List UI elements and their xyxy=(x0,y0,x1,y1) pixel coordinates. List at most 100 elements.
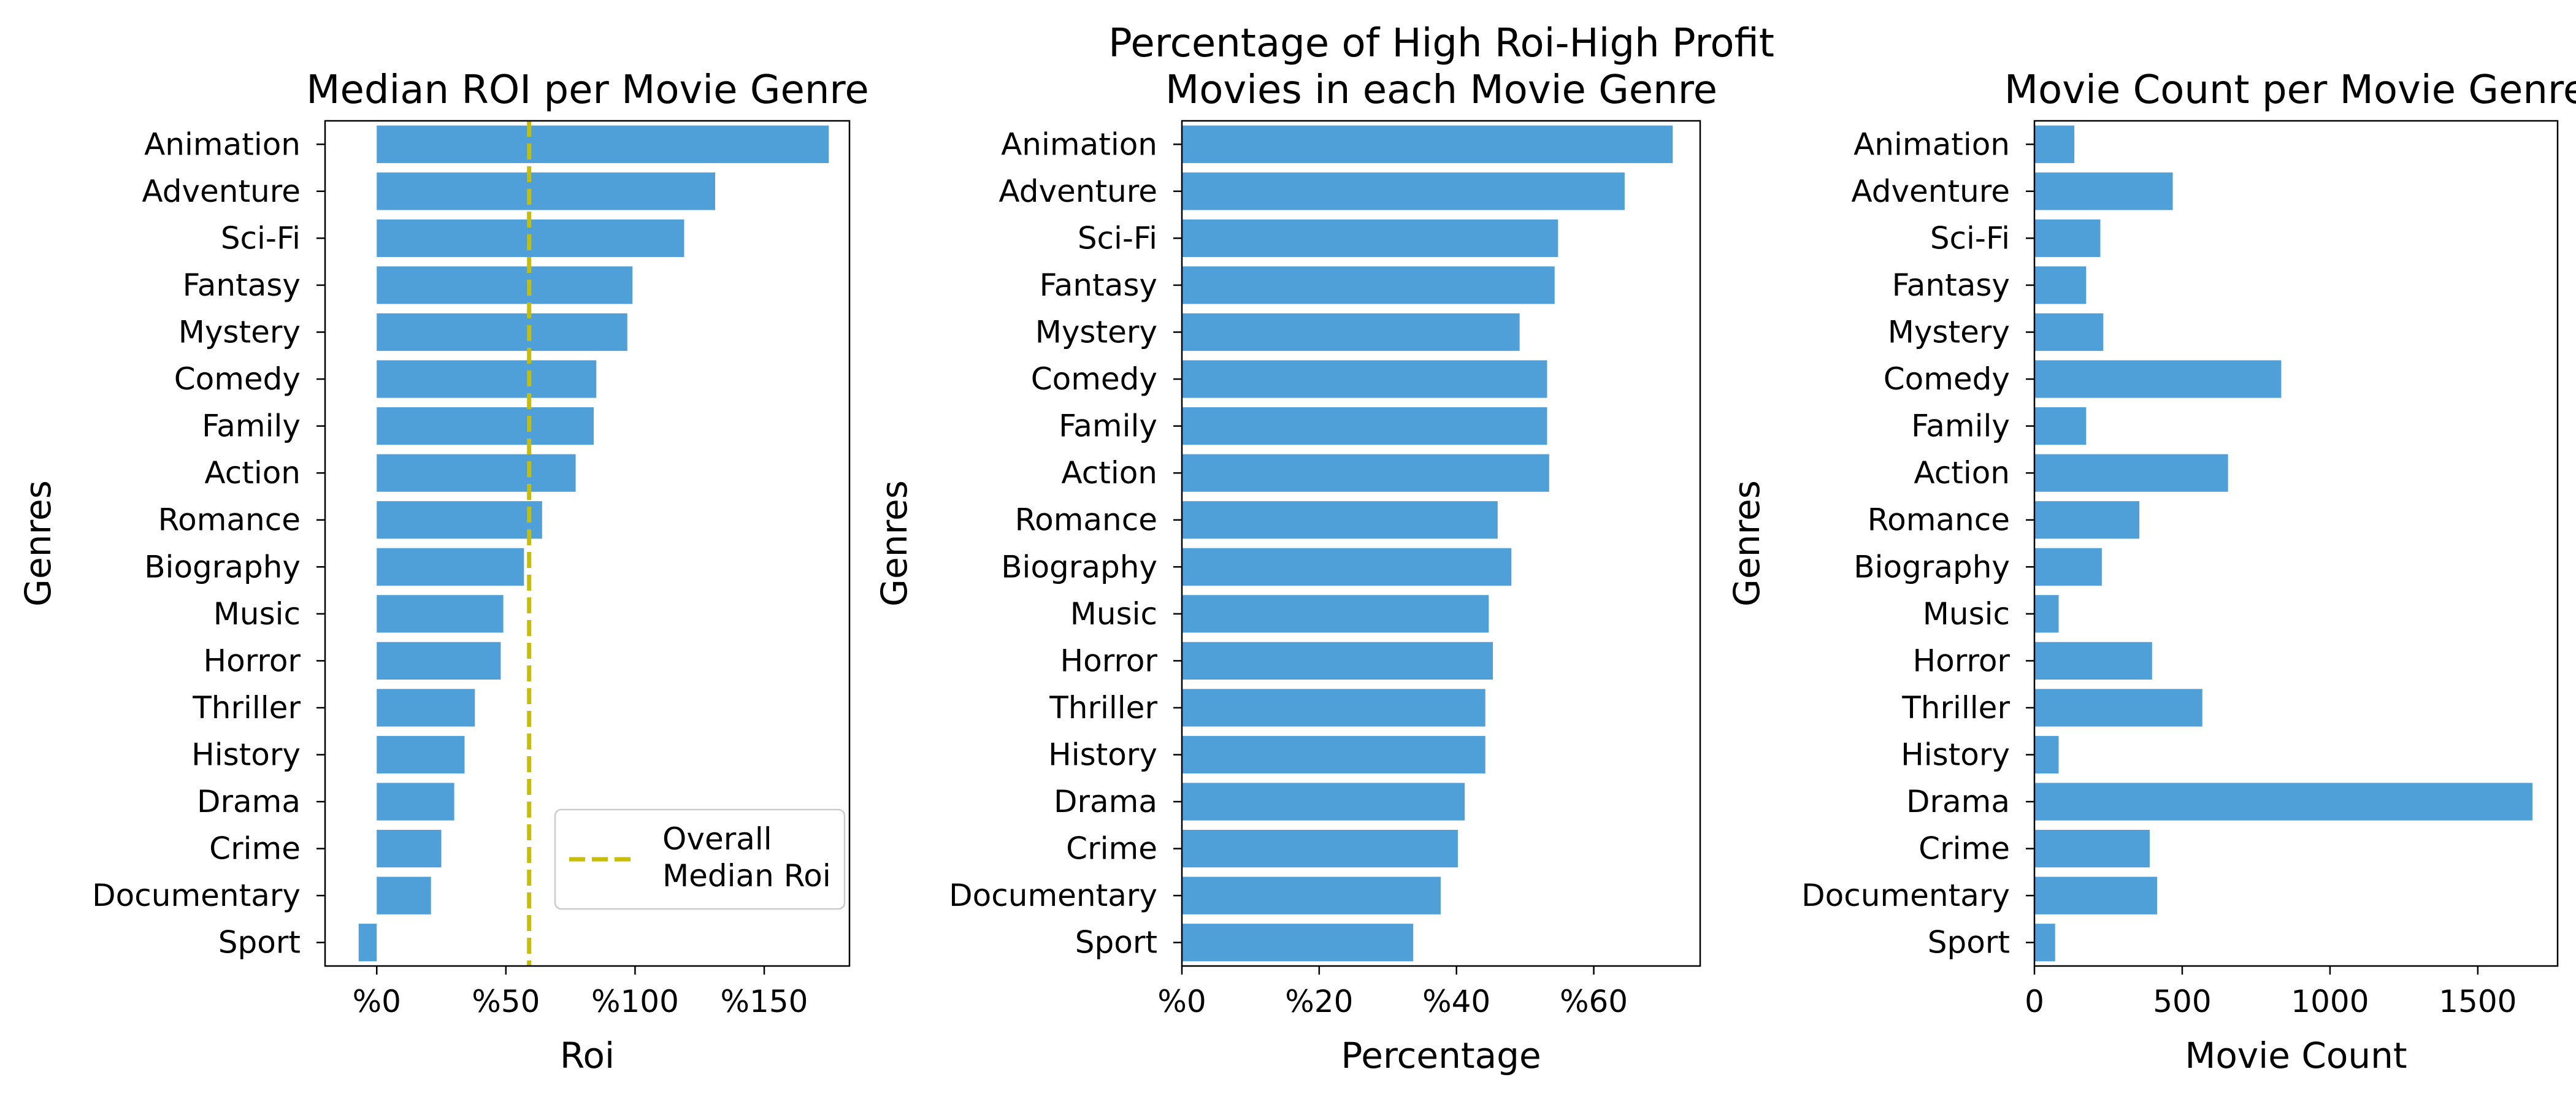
y-tick-label: Thriller xyxy=(1901,690,2010,726)
legend-label: Overall Median Roi xyxy=(662,821,831,894)
panel-3: Animation Adventure Sci-Fi Fantasy Mystery Co… xyxy=(1726,67,2576,1076)
bar-sport xyxy=(358,924,377,962)
x-tick-label: %150 xyxy=(721,984,808,1019)
bar-crime xyxy=(377,829,442,868)
y-tick-label: Fantasy xyxy=(183,267,301,303)
bar-history xyxy=(2034,735,2059,774)
x-tick-label: %0 xyxy=(1157,984,1206,1019)
chart-title: Percentage of High Roi-High Profit Movies… xyxy=(1108,21,1774,113)
y-tick-label: Family xyxy=(202,408,301,444)
y-tick-label: Biography xyxy=(1001,549,1157,585)
y-tick-label: Family xyxy=(1059,408,1157,444)
y-tick-label: Horror xyxy=(1060,643,1158,678)
x-axis-label: Percentage xyxy=(1341,1035,1541,1076)
bar-sport xyxy=(2034,924,2055,962)
bar-family xyxy=(1182,407,1547,445)
plot-frame xyxy=(1181,120,1701,967)
bar-animation xyxy=(377,125,829,163)
bar-sci-fi xyxy=(2034,219,2101,258)
y-tick-label: Fantasy xyxy=(1892,267,2010,303)
y-axis-label: Genres xyxy=(873,480,915,607)
bar-romance xyxy=(1182,501,1498,539)
x-tick-label: %0 xyxy=(353,984,401,1019)
bar-crime xyxy=(1182,829,1458,868)
x-tick-label: 0 xyxy=(2025,984,2044,1019)
chart-title: Movie Count per Movie Genre xyxy=(2004,67,2576,113)
y-tick-label: Action xyxy=(204,455,301,491)
bar-documentary xyxy=(377,876,431,914)
bar-documentary xyxy=(2034,876,2157,914)
y-tick-label: Animation xyxy=(144,126,301,162)
y-tick-label: Mystery xyxy=(1035,315,1157,350)
bar-fantasy xyxy=(2034,266,2087,304)
bar-romance xyxy=(2034,501,2140,539)
chart-title-line: Median ROI per Movie Genre xyxy=(306,67,868,113)
y-tick-label: Documentary xyxy=(92,878,301,913)
y-tick-label: Drama xyxy=(1906,784,2010,819)
y-tick-label: Animation xyxy=(1853,126,2010,162)
bar-thriller xyxy=(2034,689,2202,727)
y-tick-label: Comedy xyxy=(1884,361,2010,397)
y-tick-label: Sport xyxy=(218,925,301,960)
y-tick-label: Comedy xyxy=(174,361,301,397)
y-tick-label: Biography xyxy=(1853,549,2010,585)
y-tick-label: Animation xyxy=(1001,126,1157,162)
y-tick-label: Adventure xyxy=(1851,174,2010,209)
bar-drama xyxy=(377,783,454,821)
y-tick-label: Comedy xyxy=(1031,361,1157,397)
bar-mystery xyxy=(1182,313,1520,351)
y-tick-label: Fantasy xyxy=(1040,267,1157,303)
bar-adventure xyxy=(2034,172,2173,210)
bar-adventure xyxy=(1182,172,1625,210)
bar-family xyxy=(377,407,594,445)
x-tick-label: %20 xyxy=(1285,984,1353,1019)
bar-thriller xyxy=(1182,689,1485,727)
chart-title-line: Percentage of High Roi-High Profit xyxy=(1108,21,1774,66)
y-tick-label: Family xyxy=(1911,408,2010,444)
bar-drama xyxy=(1182,783,1465,821)
bar-animation xyxy=(2034,125,2075,163)
y-tick-label: Horror xyxy=(1913,643,2011,678)
bar-crime xyxy=(2034,829,2150,868)
y-axis-label: Genres xyxy=(17,480,59,607)
legend: Overall Median Roi xyxy=(554,808,846,910)
chart-title-line: Movie Count per Movie Genre xyxy=(2004,67,2576,113)
y-tick-label: Crime xyxy=(1919,831,2010,867)
y-tick-label: Sci-Fi xyxy=(1078,220,1157,256)
y-tick-label: History xyxy=(1901,737,2010,773)
bar-family xyxy=(2034,407,2087,445)
y-tick-label: Adventure xyxy=(142,174,301,209)
y-tick-label: Horror xyxy=(204,643,301,678)
x-axis-label: Roi xyxy=(560,1035,615,1076)
bar-horror xyxy=(377,642,501,680)
y-tick-label: Drama xyxy=(197,784,301,819)
y-tick-label: Thriller xyxy=(192,690,301,726)
bar-history xyxy=(1182,735,1485,774)
y-tick-label: Romance xyxy=(158,502,301,538)
x-tick-label: %60 xyxy=(1560,984,1628,1019)
bar-music xyxy=(1182,595,1489,633)
y-tick-label: Sci-Fi xyxy=(1930,220,2010,256)
bar-music xyxy=(2034,595,2059,633)
bar-fantasy xyxy=(377,266,633,304)
y-tick-label: History xyxy=(1048,737,1157,773)
bar-biography xyxy=(1182,548,1512,586)
bar-horror xyxy=(1182,642,1493,680)
y-tick-label: Adventure xyxy=(999,174,1157,209)
bar-mystery xyxy=(377,313,627,351)
y-tick-label: Mystery xyxy=(1888,315,2010,350)
y-tick-label: Sport xyxy=(1075,925,1157,960)
bar-action xyxy=(377,454,576,492)
y-tick-label: Drama xyxy=(1054,784,1157,819)
legend-label-line: Overall xyxy=(662,821,772,857)
plot-frame xyxy=(324,120,851,967)
y-tick-label: Romance xyxy=(1868,502,2010,538)
bar-action xyxy=(2034,454,2228,492)
bar-romance xyxy=(377,501,542,539)
bar-comedy xyxy=(1182,360,1547,398)
legend-box xyxy=(554,808,846,910)
y-tick-label: Action xyxy=(1061,455,1157,491)
y-tick-label: Documentary xyxy=(1801,878,2010,913)
y-tick-label: Mystery xyxy=(178,315,301,350)
